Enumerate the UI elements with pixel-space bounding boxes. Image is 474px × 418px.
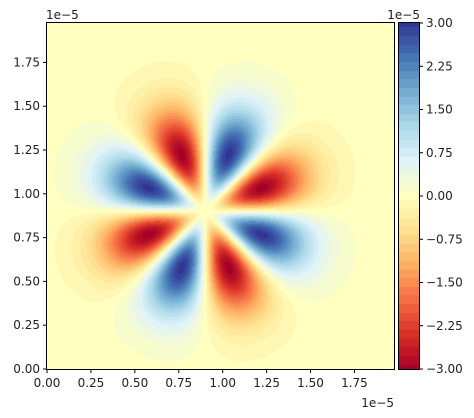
plot-border <box>46 22 395 370</box>
x-axis-offset-label: 1e−5 <box>361 396 394 410</box>
colorbar-tick-label: −3.00 <box>426 362 463 376</box>
y-tick-label: 1.50 <box>13 99 40 113</box>
x-tick-label: 0.00 <box>34 376 61 390</box>
y-tick-label: 1.00 <box>13 187 40 201</box>
colorbar-ticks: 3.00 2.25 1.50 0.75 0.00 −0.75 −1.50 −2.25 −3.00 <box>419 16 463 376</box>
y-tick-label: 1.25 <box>13 143 40 157</box>
x-tick-label: 1.75 <box>341 376 368 390</box>
y-axis-ticks: 0.00 0.25 0.50 0.75 1.00 1.25 1.50 1.75 <box>13 55 47 376</box>
colorbar-tick-label: −1.50 <box>426 276 463 290</box>
y-tick-label: 0.00 <box>13 362 40 376</box>
y-tick-label: 0.75 <box>13 231 40 245</box>
x-tick-label: 0.25 <box>78 376 105 390</box>
x-tick-label: 1.25 <box>253 376 280 390</box>
colorbar-tick-label: −0.75 <box>426 232 463 246</box>
x-tick-label: 0.75 <box>165 376 192 390</box>
x-tick-label: 0.50 <box>121 376 148 390</box>
x-axis-ticks: 0.00 0.25 0.50 0.75 1.00 1.25 1.50 1.75 <box>34 369 368 390</box>
colorbar <box>399 23 419 369</box>
heatmap-area <box>47 23 394 369</box>
y-axis-offset-label: 1e−5 <box>46 8 79 22</box>
colorbar-tick-label: 0.75 <box>426 146 453 160</box>
colorbar-offset-label: 1e−5 <box>387 8 420 22</box>
colorbar-tick-label: −2.25 <box>426 319 463 333</box>
x-tick-label: 1.50 <box>297 376 324 390</box>
y-tick-label: 0.50 <box>13 274 40 288</box>
x-tick-label: 1.00 <box>209 376 236 390</box>
colorbar-tick-label: 2.25 <box>426 59 453 73</box>
y-tick-label: 1.75 <box>13 55 40 69</box>
colorbar-tick-label: 0.00 <box>426 189 453 203</box>
colorbar-tick-label: 3.00 <box>426 16 453 30</box>
colorbar-tick-label: 1.50 <box>426 103 453 117</box>
y-tick-label: 0.25 <box>13 318 40 332</box>
